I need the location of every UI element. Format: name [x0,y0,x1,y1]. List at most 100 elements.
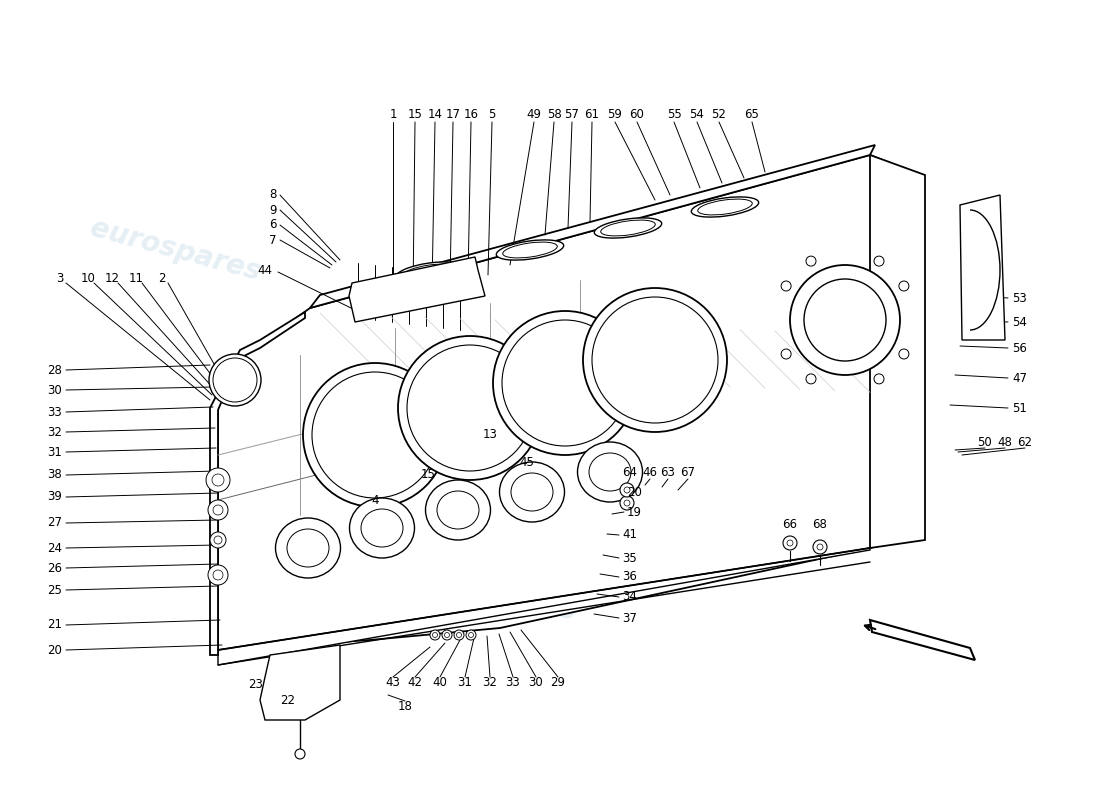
Text: 2: 2 [158,271,166,285]
Text: 7: 7 [270,234,277,246]
Ellipse shape [503,242,558,258]
Circle shape [432,633,438,638]
Ellipse shape [302,363,447,507]
Text: 32: 32 [483,677,497,690]
Text: 39: 39 [47,490,62,503]
Text: 68: 68 [813,518,827,531]
Ellipse shape [312,372,438,498]
Text: 8: 8 [270,189,277,202]
Circle shape [444,633,450,638]
Polygon shape [349,257,485,322]
Text: 51: 51 [1012,402,1027,414]
Text: 54: 54 [690,109,704,122]
Circle shape [899,281,909,291]
Text: 54: 54 [1012,315,1027,329]
Ellipse shape [398,336,542,480]
Ellipse shape [361,509,403,547]
Polygon shape [210,312,305,655]
Ellipse shape [502,320,628,446]
Text: 40: 40 [432,677,448,690]
Circle shape [624,500,630,506]
Ellipse shape [407,345,534,471]
Circle shape [620,496,634,510]
Text: 60: 60 [629,109,645,122]
Text: 37: 37 [621,611,637,625]
Text: 15: 15 [408,109,422,122]
Text: eurospares: eurospares [87,214,263,286]
Circle shape [781,281,791,291]
Circle shape [210,532,225,548]
Text: 15: 15 [420,469,436,482]
Polygon shape [870,155,925,548]
Circle shape [786,540,793,546]
Text: 67: 67 [681,466,695,479]
Text: 62: 62 [1018,437,1033,450]
Ellipse shape [496,240,563,260]
Ellipse shape [437,491,478,529]
Text: 30: 30 [529,677,543,690]
Text: 63: 63 [661,466,675,479]
Polygon shape [260,645,340,720]
Text: 64: 64 [623,466,638,479]
Text: 21: 21 [47,618,62,631]
Text: 57: 57 [564,109,580,122]
Ellipse shape [790,265,900,375]
Circle shape [206,468,230,492]
Circle shape [214,536,222,544]
Text: 22: 22 [280,694,295,706]
Polygon shape [310,145,875,308]
Text: 12: 12 [104,271,120,285]
Ellipse shape [512,473,553,511]
Text: 58: 58 [547,109,561,122]
Text: 55: 55 [667,109,681,122]
Text: 30: 30 [47,383,62,397]
Text: eurospares: eurospares [392,354,569,426]
Text: 34: 34 [621,590,637,603]
Text: 56: 56 [1012,342,1027,354]
Text: 48: 48 [998,437,1012,450]
Ellipse shape [209,354,261,406]
Text: 26: 26 [47,562,62,574]
Text: 50: 50 [978,437,992,450]
Ellipse shape [499,462,564,522]
Text: 31: 31 [47,446,62,458]
Text: 33: 33 [47,406,62,418]
Text: 6: 6 [270,218,277,231]
Text: eurospares: eurospares [641,264,818,336]
Circle shape [620,483,634,497]
Text: 35: 35 [621,551,637,565]
Ellipse shape [588,453,631,491]
Text: 36: 36 [621,570,637,583]
Text: 33: 33 [506,677,520,690]
Circle shape [213,505,223,515]
Text: 41: 41 [621,529,637,542]
Text: 28: 28 [47,363,62,377]
Ellipse shape [396,262,464,282]
Text: 32: 32 [47,426,62,438]
Text: 52: 52 [712,109,726,122]
Ellipse shape [213,358,257,402]
Circle shape [806,256,816,266]
Ellipse shape [350,498,415,558]
Text: 13: 13 [483,429,497,442]
Text: 17: 17 [446,109,461,122]
Circle shape [874,256,884,266]
Text: 19: 19 [627,506,642,518]
Ellipse shape [275,518,341,578]
Circle shape [806,374,816,384]
Text: 65: 65 [745,109,759,122]
Text: 5: 5 [488,109,496,122]
Ellipse shape [697,199,752,215]
Text: 3: 3 [56,271,64,285]
Ellipse shape [403,264,458,280]
Text: 25: 25 [47,583,62,597]
Circle shape [899,349,909,359]
Ellipse shape [691,197,759,217]
Ellipse shape [426,480,491,540]
Ellipse shape [583,288,727,432]
Ellipse shape [493,311,637,455]
Text: 53: 53 [1012,291,1026,305]
Text: 59: 59 [607,109,623,122]
Circle shape [208,565,228,585]
Text: 20: 20 [627,486,642,498]
